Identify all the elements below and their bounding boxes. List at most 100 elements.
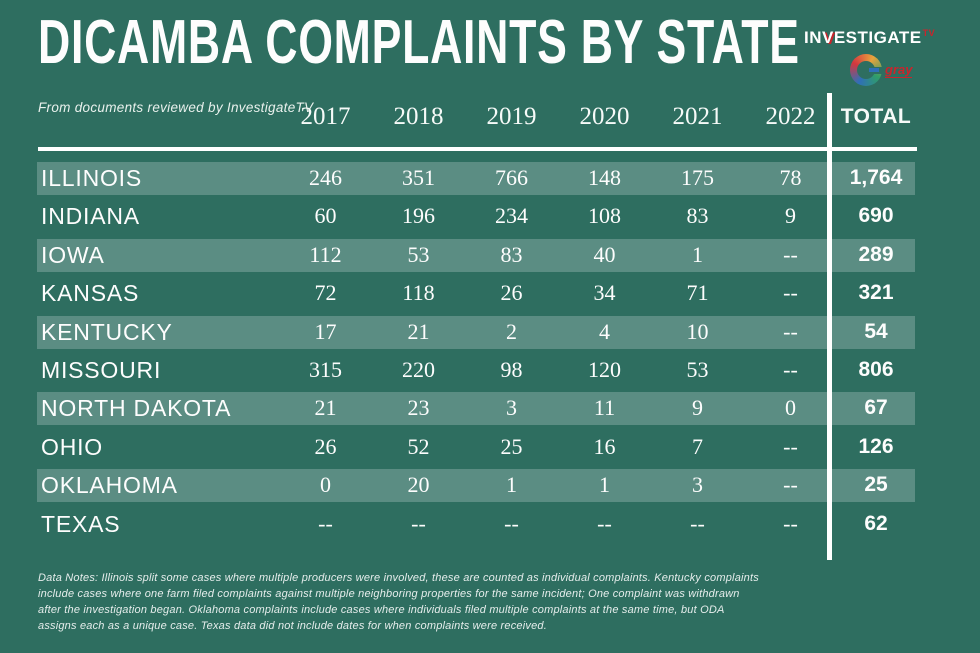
- value-cell: --: [690, 510, 705, 536]
- total-column-header: TOTAL: [840, 105, 912, 128]
- total-column-divider: [827, 93, 832, 560]
- table-row: TEXAS -- -- -- -- -- -- 62: [38, 505, 915, 543]
- state-name: IOWA: [41, 241, 105, 268]
- value-cell: 112: [309, 241, 342, 267]
- value-cell: 196: [402, 203, 435, 229]
- state-name: OKLAHOMA: [41, 472, 178, 499]
- wordmark-prefix: IN: [804, 28, 822, 47]
- value-cell: 9: [692, 395, 703, 421]
- value-cell: 1: [599, 472, 610, 498]
- table-body: ILLINOIS 246 351 766 148 175 78 1,764 INDIANA 60 1…: [37, 159, 915, 543]
- value-cell: 2: [506, 318, 517, 344]
- value-cell: 26: [500, 280, 523, 306]
- year-column-header: 2018: [393, 103, 444, 130]
- table-row: MISSOURI 315 220 98 120 53 -- 806: [38, 351, 915, 389]
- row-highlight-band: [37, 162, 915, 195]
- value-cell: 83: [500, 241, 523, 267]
- page-title: DICAMBA COMPLAINTS BY STATE: [38, 8, 800, 77]
- wordmark-suffix: ESTIGATE: [833, 28, 922, 47]
- value-cell: --: [783, 433, 798, 459]
- value-cell: 3: [692, 472, 703, 498]
- value-cell: 7: [692, 433, 703, 459]
- year-column-header: 2020: [579, 103, 630, 130]
- value-cell: 4: [599, 318, 610, 344]
- state-name: KENTUCKY: [41, 318, 173, 345]
- row-highlight-band: [37, 315, 915, 349]
- total-cell: 806: [858, 357, 894, 381]
- value-cell: --: [504, 510, 519, 536]
- value-cell: 53: [407, 241, 430, 267]
- value-cell: --: [783, 318, 798, 344]
- gray-tv-label: gray: [885, 62, 913, 78]
- state-name: TEXAS: [41, 510, 121, 537]
- total-cell: 67: [864, 396, 888, 420]
- value-cell: 40: [593, 241, 616, 267]
- value-cell: --: [783, 472, 798, 498]
- value-cell: 220: [402, 356, 435, 382]
- total-cell: 62: [864, 511, 888, 535]
- value-cell: 120: [588, 356, 621, 382]
- value-cell: 108: [588, 203, 621, 229]
- value-cell: 234: [495, 203, 528, 229]
- total-cell: 321: [858, 281, 894, 305]
- year-column-header: 2021: [672, 103, 723, 130]
- value-cell: 72: [314, 280, 337, 306]
- value-cell: 1: [692, 241, 703, 267]
- table-row: KENTUCKY 17 21 2 4 10 -- 54: [37, 313, 915, 351]
- value-cell: 0: [785, 395, 796, 421]
- header-divider: [38, 147, 917, 151]
- gray-tv-logo: gray: [850, 54, 913, 86]
- value-cell: 34: [593, 280, 616, 306]
- value-cell: --: [783, 280, 798, 306]
- value-cell: 1: [506, 472, 517, 498]
- value-cell: 118: [402, 280, 435, 306]
- state-name: INDIANA: [41, 203, 140, 230]
- value-cell: 351: [402, 165, 435, 190]
- total-cell: 690: [858, 204, 894, 228]
- tv-label: TV: [922, 28, 936, 38]
- row-highlight-band: [37, 392, 915, 426]
- value-cell: 175: [681, 165, 714, 190]
- table-row: KANSAS 72 118 26 34 71 -- 321: [38, 274, 915, 312]
- row-highlight-band: [37, 469, 915, 503]
- value-cell: --: [411, 510, 426, 536]
- value-cell: 21: [314, 395, 337, 421]
- value-cell: --: [783, 356, 798, 382]
- value-cell: --: [783, 510, 798, 536]
- value-cell: 23: [407, 395, 430, 421]
- state-name: ILLINOIS: [41, 165, 142, 191]
- table-row: IOWA 112 53 83 40 1 -- 289: [37, 236, 915, 274]
- table-row: OKLAHOMA 0 20 1 1 3 -- 25: [37, 466, 915, 504]
- year-column-header: 2022: [765, 103, 816, 130]
- table-row: ILLINOIS 246 351 766 148 175 78 1,764: [37, 159, 915, 197]
- value-cell: 83: [686, 203, 709, 229]
- header-spacer: [38, 95, 279, 139]
- value-cell: 25: [500, 433, 523, 459]
- total-cell: 1,764: [849, 166, 903, 189]
- value-cell: 53: [686, 356, 709, 382]
- table-row: INDIANA 60 196 234 108 83 9 690: [38, 197, 915, 235]
- table-row: NORTH DAKOTA 21 23 3 11 9 0 67: [37, 389, 915, 427]
- value-cell: 26: [314, 433, 337, 459]
- state-name: KANSAS: [41, 280, 140, 307]
- year-column-header: 2019: [486, 103, 537, 130]
- investigate-wordmark: INVESTIGATETV: [804, 28, 974, 48]
- value-cell: 315: [309, 356, 342, 382]
- value-cell: 246: [309, 165, 342, 190]
- value-cell: 766: [495, 165, 528, 190]
- total-cell: 25: [864, 473, 888, 497]
- value-cell: 71: [686, 280, 709, 306]
- value-cell: 0: [320, 472, 331, 498]
- source-note: From documents reviewed by InvestigateTV: [38, 100, 314, 115]
- value-cell: 20: [407, 472, 430, 498]
- state-name: NORTH DAKOTA: [41, 395, 232, 422]
- value-cell: 9: [785, 203, 796, 229]
- investigatetv-logo: INVESTIGATETV gray: [804, 28, 974, 86]
- wordmark-red-v: V: [822, 28, 834, 47]
- value-cell: 98: [500, 356, 523, 382]
- value-cell: 16: [593, 433, 616, 459]
- value-cell: 10: [686, 318, 709, 344]
- value-cell: --: [597, 510, 612, 536]
- value-cell: --: [783, 241, 798, 267]
- value-cell: 52: [407, 433, 430, 459]
